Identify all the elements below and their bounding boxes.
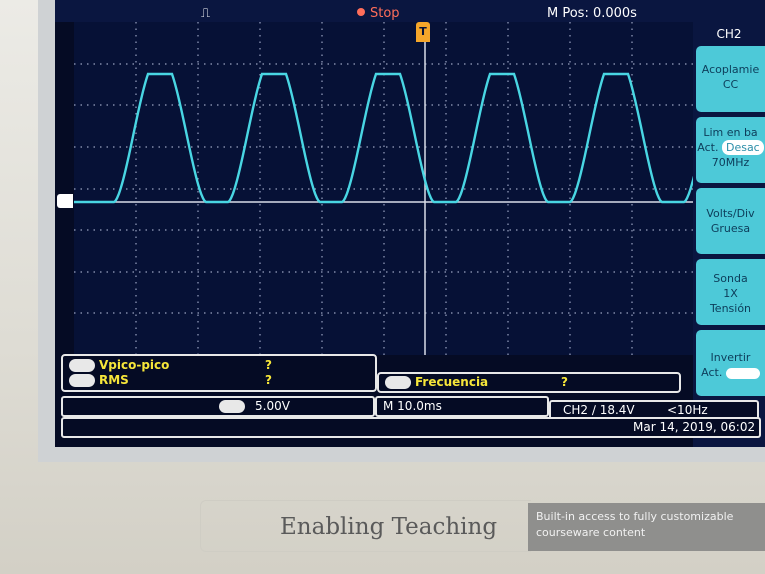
probe-label: Sonda	[713, 272, 748, 285]
channel-scale-readout: 5.00V	[255, 399, 290, 413]
bandwidth-limit-label: Lim en ba	[703, 126, 758, 139]
trigger-position-marker-icon[interactable]: T	[416, 22, 430, 42]
probe-type: Tensión	[709, 302, 752, 315]
volts-div-value: Gruesa	[710, 222, 751, 235]
horizontal-position-readout: M Pos: 0.000s	[547, 6, 637, 21]
measurement-label: Vpico-pico	[99, 358, 170, 372]
measurement-row[interactable]: RMS ?	[69, 373, 359, 388]
trigger-status-box: CH2 ∕ 18.4V <10Hz	[549, 400, 759, 421]
front-panel-groove	[200, 500, 531, 552]
channel-ground-marker-icon[interactable]	[57, 194, 73, 208]
run-state-indicator-icon	[357, 8, 365, 16]
trigger-frequency-readout: <10Hz	[667, 403, 708, 417]
courseware-banner: Built-in access to fully customizable co…	[528, 503, 765, 551]
top-status-bar: ⎍ Stop M Pos: 0.000s	[55, 0, 765, 22]
bandwidth-limit-button[interactable]: Lim en ba Act. Desac 70MHz	[696, 117, 765, 183]
square-pulse-icon: ⎍	[201, 6, 211, 21]
brand-tagline: Enabling Teaching	[280, 514, 498, 540]
volts-div-button[interactable]: Volts/Div Gruesa	[696, 188, 765, 254]
channel-menu: CH2 Acoplamie CC Lim en ba Act. Desac 70…	[693, 22, 765, 447]
channel-menu-title: CH2	[716, 27, 742, 41]
courseware-banner-text: Built-in access to fully customizable co…	[536, 510, 734, 539]
channel-2-badge-icon	[219, 400, 245, 413]
bandwidth-limit-prefix: Act.	[697, 141, 719, 154]
invert-button[interactable]: Invertir Act.	[696, 330, 765, 396]
probe-button[interactable]: Sonda 1X Tensión	[696, 259, 765, 325]
date-time-readout: Mar 14, 2019, 06:02	[633, 420, 756, 434]
measurement-label: Frecuencia	[415, 375, 489, 389]
measurement-row[interactable]: Frecuencia ?	[385, 375, 675, 390]
volts-div-label: Volts/Div	[706, 207, 755, 220]
date-time-box: Mar 14, 2019, 06:02	[61, 417, 761, 438]
measurement-panel-right: Frecuencia ?	[377, 372, 681, 393]
measurement-source-icon	[385, 376, 411, 389]
channel-2-waveform-trace	[74, 72, 694, 204]
waveform-graticule	[74, 22, 694, 355]
measurement-source-icon	[69, 374, 95, 387]
bandwidth-limit-state: Desac	[721, 140, 764, 155]
oscilloscope-screen: ⎍ Stop M Pos: 0.000s T CH2 Acoplamie CC …	[55, 0, 765, 447]
invert-toggle[interactable]	[725, 367, 760, 379]
invert-prefix: Act.	[701, 366, 723, 379]
measurement-value: ?	[561, 375, 568, 389]
measurement-panel-left: Vpico-pico ? RMS ?	[61, 354, 377, 392]
probe-attenuation: 1X	[723, 287, 738, 300]
measurement-value: ?	[265, 358, 272, 372]
coupling-value: CC	[722, 78, 739, 91]
waveform-display	[74, 22, 694, 355]
invert-label: Invertir	[710, 351, 751, 364]
timebase-box: M 10.0ms	[375, 396, 549, 417]
coupling-label: Acoplamie	[701, 63, 760, 76]
measurement-source-icon	[69, 359, 95, 372]
coupling-button[interactable]: Acoplamie CC	[696, 46, 765, 112]
run-state-label: Stop	[370, 6, 400, 21]
timebase-readout: M 10.0ms	[383, 399, 442, 413]
measurement-label: RMS	[99, 373, 129, 387]
channel-scale-box: 5.00V	[61, 396, 375, 417]
measurement-row[interactable]: Vpico-pico ?	[69, 358, 359, 373]
trigger-level-readout: CH2 ∕ 18.4V	[563, 403, 635, 417]
measurement-value: ?	[265, 373, 272, 387]
bandwidth-limit-value: 70MHz	[711, 156, 750, 169]
